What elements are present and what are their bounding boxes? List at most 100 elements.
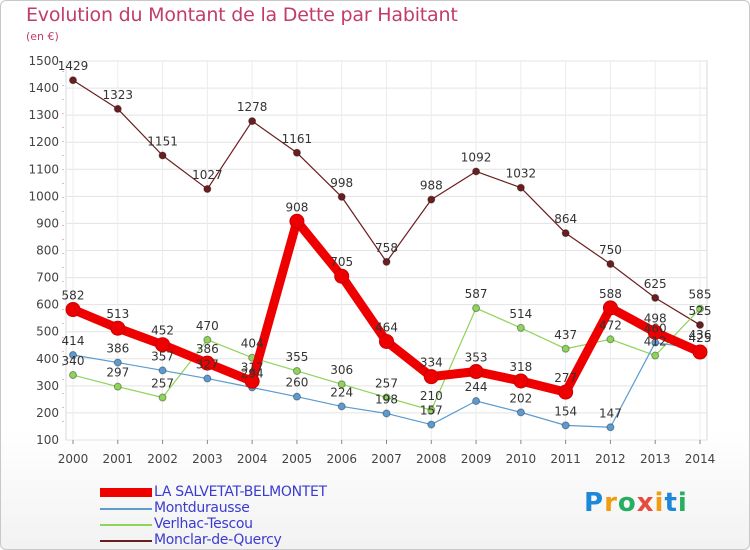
x-tick-label: 2002 <box>147 452 178 466</box>
x-tick-label: 2003 <box>192 452 223 466</box>
data-label: 460 <box>644 322 667 336</box>
data-label: 412 <box>644 335 667 349</box>
data-label: 294 <box>241 366 264 380</box>
x-tick-label: 2000 <box>58 452 89 466</box>
data-label: 198 <box>375 392 398 406</box>
data-point <box>113 104 122 113</box>
logo-letter: P <box>584 488 605 518</box>
data-point <box>292 392 301 401</box>
data-label: 705 <box>330 255 353 269</box>
y-tick-label: 400 <box>36 352 59 366</box>
y-tick-label: 200 <box>36 406 59 420</box>
data-label: 210 <box>420 389 443 403</box>
data-point <box>382 409 391 418</box>
data-label: 1027 <box>192 168 223 182</box>
logo-letter: i <box>677 488 688 518</box>
data-label: 582 <box>62 289 85 303</box>
x-tick-label: 2007 <box>371 452 402 466</box>
data-point <box>113 358 122 367</box>
data-point <box>651 293 660 302</box>
x-tick-label: 2004 <box>237 452 268 466</box>
data-label: 297 <box>106 366 129 380</box>
data-label: 1278 <box>237 100 268 114</box>
y-tick-label: 600 <box>36 298 59 312</box>
logo-letter: o <box>617 488 637 518</box>
data-label: 357 <box>151 349 174 363</box>
legend-item: Monclar-de-Quercy <box>100 532 400 549</box>
data-point <box>561 344 570 353</box>
data-point <box>516 408 525 417</box>
chart-title: Evolution du Montant de la Dette par Hab… <box>26 4 458 26</box>
data-point <box>203 374 212 383</box>
data-label: 414 <box>62 334 85 348</box>
data-point <box>602 300 618 316</box>
x-tick-label: 2010 <box>506 452 537 466</box>
data-label: 750 <box>599 243 622 257</box>
x-tick-label: 2011 <box>550 452 581 466</box>
x-tick-label: 2012 <box>595 452 626 466</box>
data-label: 864 <box>554 212 577 226</box>
data-label: 998 <box>330 176 353 190</box>
data-label: 513 <box>106 307 129 321</box>
y-tick-label: 1000 <box>28 189 59 203</box>
data-label: 318 <box>509 360 532 374</box>
data-label: 498 <box>644 311 667 325</box>
x-tick-label: 2009 <box>461 452 492 466</box>
legend-swatch <box>100 508 152 510</box>
data-label: 587 <box>465 287 488 301</box>
data-label: 625 <box>644 277 667 291</box>
chart-legend: LA SALVETAT-BELMONTET Montdurausse Verlhac… <box>100 484 400 549</box>
data-point <box>379 333 394 349</box>
data-label: 154 <box>554 404 577 418</box>
data-label: 257 <box>375 376 398 390</box>
data-label: 525 <box>689 304 712 318</box>
y-tick-label: 100 <box>36 433 59 447</box>
data-label: 147 <box>599 406 622 420</box>
data-point <box>427 195 436 204</box>
data-point <box>558 384 574 400</box>
data-point <box>292 366 301 375</box>
data-label: 355 <box>285 350 308 364</box>
data-label: 472 <box>599 318 622 332</box>
legend-item: Verlhac-Tescou <box>100 516 400 533</box>
data-point <box>199 355 215 371</box>
logo-letter: t <box>664 488 678 518</box>
y-tick-label: 1300 <box>28 108 59 122</box>
data-label: 1161 <box>282 132 313 146</box>
data-point <box>337 402 346 411</box>
data-point <box>334 268 350 284</box>
data-label: 244 <box>465 380 488 394</box>
data-point <box>423 369 439 385</box>
data-label: 353 <box>465 351 488 365</box>
y-tick-label: 1500 <box>28 54 59 68</box>
data-point <box>248 117 257 126</box>
legend-item: Montdurausse <box>100 500 400 517</box>
data-point <box>647 324 663 340</box>
data-label: 588 <box>599 287 622 301</box>
data-point <box>203 185 212 194</box>
data-label: 327 <box>196 358 219 372</box>
data-point <box>69 371 77 380</box>
data-label: 1032 <box>506 167 537 181</box>
legend-swatch <box>100 488 152 497</box>
data-point <box>65 302 81 318</box>
data-label: 1323 <box>103 88 134 102</box>
y-tick-label: 700 <box>36 271 59 285</box>
data-label: 317 <box>241 360 264 374</box>
logo-letter: i <box>654 488 665 518</box>
legend-item: LA SALVETAT-BELMONTET <box>100 484 400 501</box>
data-label: 908 <box>285 200 308 214</box>
logo-letter: x <box>636 488 655 518</box>
x-tick-label: 2005 <box>282 452 313 466</box>
data-label: 157 <box>420 404 443 418</box>
legend-label: Verlhac-Tescou <box>154 516 253 532</box>
data-label: 988 <box>420 179 443 193</box>
logo-letter: r <box>604 488 618 518</box>
x-tick-label: 2006 <box>326 452 357 466</box>
data-label: 277 <box>554 371 577 385</box>
data-label: 514 <box>509 307 532 321</box>
legend-swatch <box>100 524 152 526</box>
data-label: 437 <box>554 328 577 342</box>
y-tick-label: 300 <box>36 379 59 393</box>
